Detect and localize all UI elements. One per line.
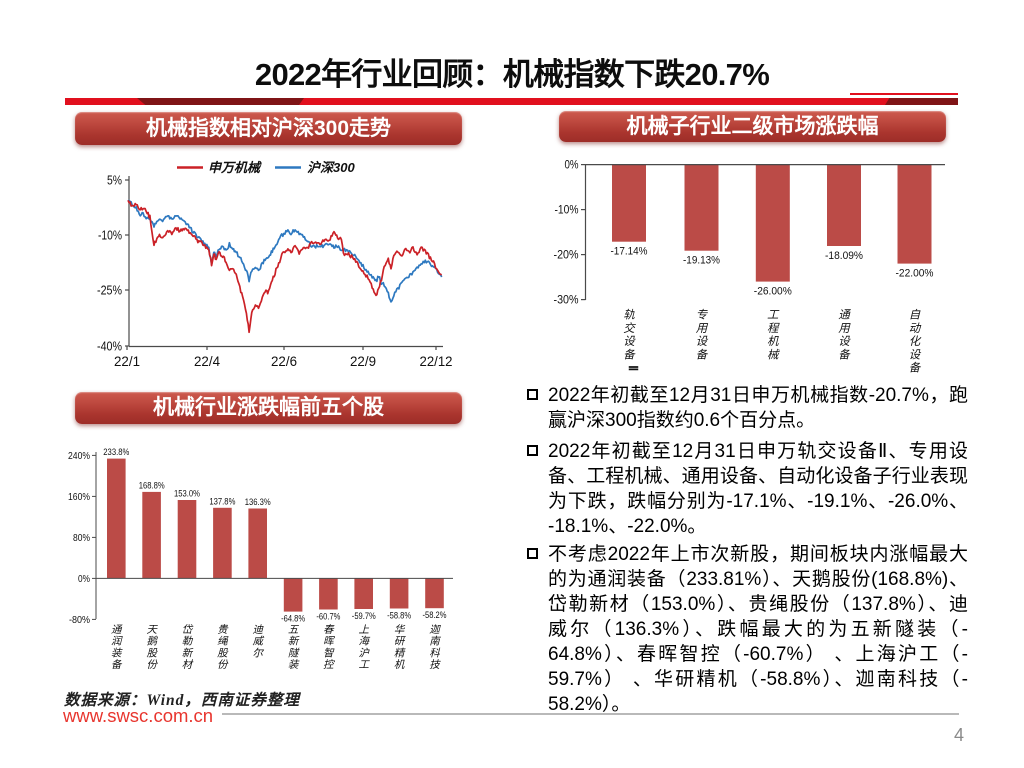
svg-text:设: 设	[623, 335, 636, 348]
svg-text:材: 材	[182, 659, 194, 671]
svg-text:22/6: 22/6	[271, 354, 297, 369]
svg-text:械: 械	[767, 348, 780, 361]
svg-text:136.3%: 136.3%	[245, 497, 271, 508]
svg-text:用: 用	[696, 323, 709, 335]
svg-text:申万机械: 申万机械	[208, 160, 262, 175]
svg-text:0%: 0%	[565, 160, 579, 172]
svg-text:贵: 贵	[217, 624, 229, 636]
svg-text:-59.7%: -59.7%	[352, 611, 376, 622]
svg-text:153.0%: 153.0%	[174, 489, 200, 500]
svg-text:-18.09%: -18.09%	[825, 250, 863, 262]
svg-text:尔: 尔	[252, 647, 264, 659]
svg-text:岱: 岱	[182, 624, 194, 636]
svg-text:五: 五	[288, 624, 300, 636]
svg-text:备: 备	[909, 362, 922, 375]
svg-text:-58.2%: -58.2%	[423, 610, 447, 621]
svg-text:技: 技	[429, 659, 441, 671]
svg-text:-10%: -10%	[98, 228, 122, 243]
svg-text:交: 交	[623, 322, 636, 335]
svg-text:鹅: 鹅	[146, 636, 158, 648]
svg-text:机: 机	[767, 335, 779, 348]
svg-text:上: 上	[359, 624, 370, 636]
svg-text:润: 润	[111, 636, 123, 648]
svg-text:168.8%: 168.8%	[139, 480, 165, 491]
svg-text:5%: 5%	[107, 173, 122, 188]
svg-text:-17.14%: -17.14%	[611, 246, 648, 258]
svg-text:春: 春	[323, 624, 335, 636]
svg-text:沪: 沪	[359, 647, 371, 659]
svg-text:动: 动	[909, 322, 922, 335]
svg-text:-80%: -80%	[69, 614, 90, 626]
svg-text:海: 海	[359, 636, 371, 648]
svg-text:专: 专	[696, 309, 709, 322]
svg-text:股: 股	[146, 647, 158, 659]
svg-text:装: 装	[111, 647, 123, 659]
svg-text:天: 天	[146, 624, 158, 636]
svg-text:沪深300: 沪深300	[307, 160, 355, 175]
svg-text:160%: 160%	[68, 491, 90, 503]
svg-text:设: 设	[696, 335, 709, 348]
svg-text:股: 股	[217, 647, 229, 659]
svg-text:-60.7%: -60.7%	[316, 612, 340, 623]
svg-text:工: 工	[359, 659, 371, 671]
svg-text:份: 份	[146, 659, 158, 671]
svg-text:精: 精	[394, 647, 406, 659]
svg-text:备: 备	[111, 659, 123, 671]
svg-text:0%: 0%	[78, 573, 90, 585]
svg-text:隧: 隧	[288, 647, 300, 659]
svg-text:-40%: -40%	[97, 339, 122, 354]
svg-text:控: 控	[323, 659, 335, 671]
svg-text:通: 通	[838, 309, 851, 322]
svg-text:-30%: -30%	[554, 295, 579, 307]
svg-text:备: 备	[696, 348, 709, 361]
svg-text:-10%: -10%	[555, 205, 579, 217]
svg-text:22/4: 22/4	[194, 354, 220, 369]
svg-text:化: 化	[909, 335, 922, 348]
svg-text:华: 华	[394, 624, 406, 636]
svg-text:迦: 迦	[429, 624, 441, 636]
svg-text:勒: 勒	[182, 636, 194, 648]
svg-text:新: 新	[182, 647, 194, 659]
svg-text:迪: 迪	[252, 624, 264, 636]
svg-text:设: 设	[909, 348, 922, 361]
svg-text:80%: 80%	[73, 532, 90, 544]
svg-text:装: 装	[288, 659, 300, 671]
svg-text:22/12: 22/12	[420, 354, 453, 369]
svg-text:晖: 晖	[323, 636, 335, 648]
svg-text:-20%: -20%	[554, 250, 579, 262]
svg-text:轨: 轨	[623, 309, 635, 322]
svg-text:Ⅱ: Ⅱ	[626, 365, 640, 371]
svg-text:程: 程	[767, 322, 780, 335]
svg-text:科: 科	[429, 647, 440, 659]
svg-text:新: 新	[288, 636, 300, 648]
svg-text:通: 通	[111, 624, 123, 636]
svg-text:-25%: -25%	[97, 283, 122, 298]
svg-text:自: 自	[909, 309, 921, 322]
svg-text:研: 研	[394, 636, 406, 648]
svg-text:22/9: 22/9	[350, 354, 376, 369]
svg-text:-22.00%: -22.00%	[896, 268, 934, 280]
svg-text:智: 智	[323, 647, 335, 659]
svg-text:240%: 240%	[68, 450, 90, 462]
svg-text:备: 备	[838, 348, 851, 361]
svg-text:-64.8%: -64.8%	[281, 614, 305, 625]
svg-text:-19.13%: -19.13%	[683, 255, 720, 267]
svg-text:备: 备	[623, 348, 636, 361]
svg-text:份: 份	[217, 659, 229, 671]
svg-text:绳: 绳	[217, 636, 229, 648]
svg-text:22/1: 22/1	[114, 354, 140, 369]
svg-text:-58.8%: -58.8%	[387, 611, 411, 622]
svg-text:南: 南	[429, 636, 441, 648]
svg-text:设: 设	[838, 335, 851, 348]
svg-text:机: 机	[394, 659, 405, 671]
svg-text:威: 威	[252, 636, 264, 648]
svg-text:233.8%: 233.8%	[103, 447, 129, 458]
svg-text:137.8%: 137.8%	[209, 496, 235, 507]
svg-text:工: 工	[767, 310, 780, 322]
svg-text:用: 用	[838, 323, 851, 335]
svg-text:-26.00%: -26.00%	[754, 286, 792, 298]
